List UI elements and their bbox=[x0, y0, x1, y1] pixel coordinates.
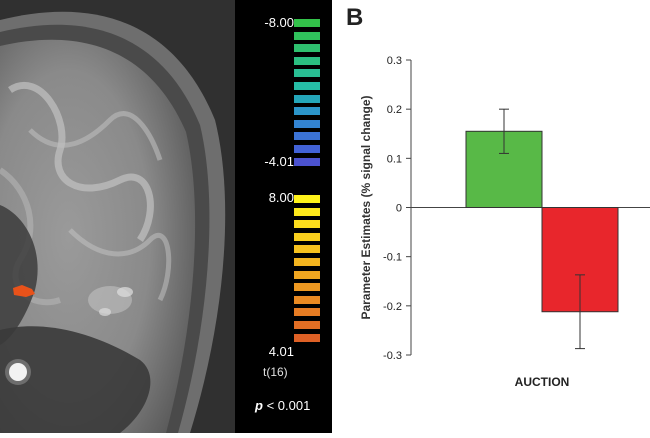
brain-mri-image bbox=[0, 0, 235, 433]
colorbar-positive-swatch bbox=[294, 295, 320, 304]
colorbar-negative-swatch bbox=[294, 56, 320, 65]
colorbar-label-pos-max: 8.00 bbox=[268, 190, 294, 205]
colorbar-positive-swatch bbox=[294, 195, 320, 203]
y-tick-label: 0.3 bbox=[387, 55, 402, 67]
p-symbol: p bbox=[255, 398, 263, 413]
colorbar-negative-swatch bbox=[294, 145, 320, 153]
colorbar-positive-swatch bbox=[294, 220, 320, 229]
colorbar-positive-swatch bbox=[294, 207, 320, 216]
y-tick-label: -0.1 bbox=[383, 252, 402, 264]
colorbar-positive-swatch bbox=[294, 232, 320, 241]
colorbar-positive-swatch bbox=[294, 333, 320, 342]
colorbar-positive-swatch bbox=[294, 270, 320, 279]
p-value: < 0.001 bbox=[266, 398, 311, 413]
brain-mri-drawing bbox=[0, 0, 235, 433]
colorbar-negative-swatch bbox=[294, 107, 320, 116]
panel-letter: B bbox=[346, 4, 364, 31]
colorbar-negative-swatch bbox=[294, 69, 320, 78]
y-tick-label: -0.2 bbox=[383, 301, 402, 313]
colorbar-positive-swatch bbox=[294, 321, 320, 329]
y-tick-label: 0 bbox=[396, 203, 402, 215]
colorbar-negative-swatch bbox=[294, 44, 320, 53]
bar-chart: 0.3 0.2 0.1 0 -0.1 -0.2 -0.3 AUCTION Parameter E… bbox=[359, 55, 650, 389]
colorbar-negative-swatch bbox=[294, 132, 320, 141]
colorbar-negative-swatch bbox=[294, 19, 320, 27]
colorbar-negative-swatch bbox=[294, 157, 320, 166]
colorbar-label-neg-min: -4.01 bbox=[264, 154, 294, 169]
colorbar-negative-swatch bbox=[294, 94, 320, 103]
p-value-label: p < 0.001 bbox=[255, 398, 310, 413]
y-tick-label: 0.2 bbox=[387, 104, 402, 116]
colorbar-positive-swatch bbox=[294, 245, 320, 254]
colorbar-label-pos-min: 4.01 bbox=[268, 344, 294, 359]
colorbar-label-neg-max: -8.00 bbox=[264, 15, 294, 30]
y-tick-label: -0.3 bbox=[383, 350, 402, 362]
colorbar-positive-swatch bbox=[294, 258, 320, 266]
colorbar-negative-swatch bbox=[294, 119, 320, 128]
colorbar-unit-label: t(16) bbox=[263, 365, 288, 379]
colorbar-negative-swatch bbox=[294, 82, 320, 90]
y-axis-title: Parameter Estimates (% signal change) bbox=[359, 95, 373, 319]
colorbar-negative-swatch bbox=[294, 31, 320, 40]
colorbar-positive-swatch bbox=[294, 308, 320, 317]
activation-blob bbox=[13, 285, 35, 297]
x-category-label: AUCTION bbox=[515, 375, 570, 389]
colorbar: -8.00 -4.01 8.00 4.01 t(16) p < 0.001 bbox=[235, 0, 332, 433]
colorbar-positive-swatch bbox=[294, 283, 320, 292]
y-tick-label: 0.1 bbox=[387, 153, 402, 165]
